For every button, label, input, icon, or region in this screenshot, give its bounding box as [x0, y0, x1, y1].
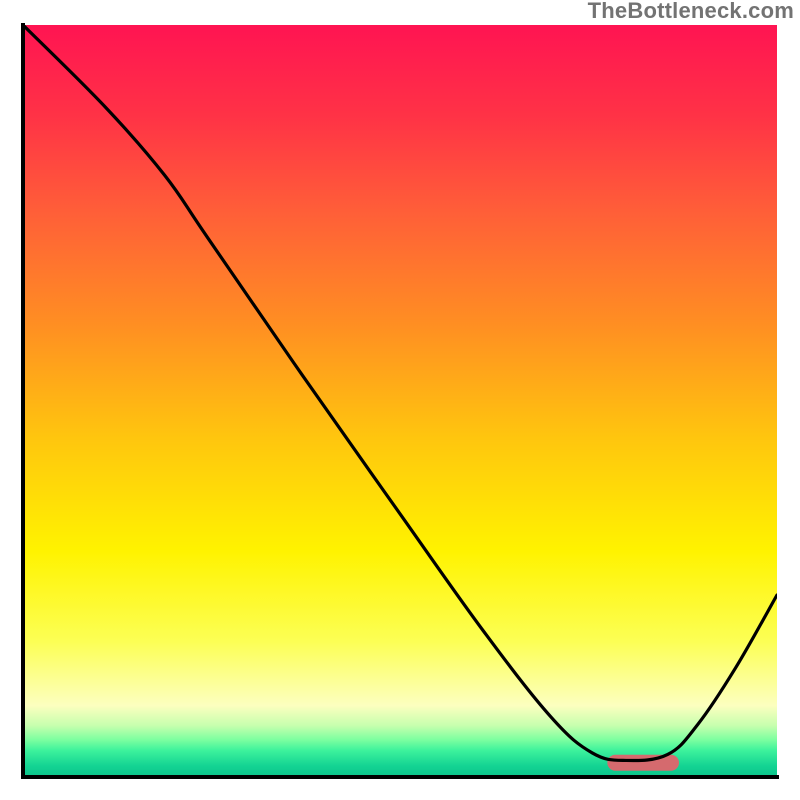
watermark-text: TheBottleneck.com: [588, 0, 794, 24]
chart-container: TheBottleneck.com: [0, 0, 800, 800]
optimal-marker: [607, 755, 679, 771]
bottleneck-chart: [0, 0, 800, 800]
gradient-background: [23, 25, 777, 777]
